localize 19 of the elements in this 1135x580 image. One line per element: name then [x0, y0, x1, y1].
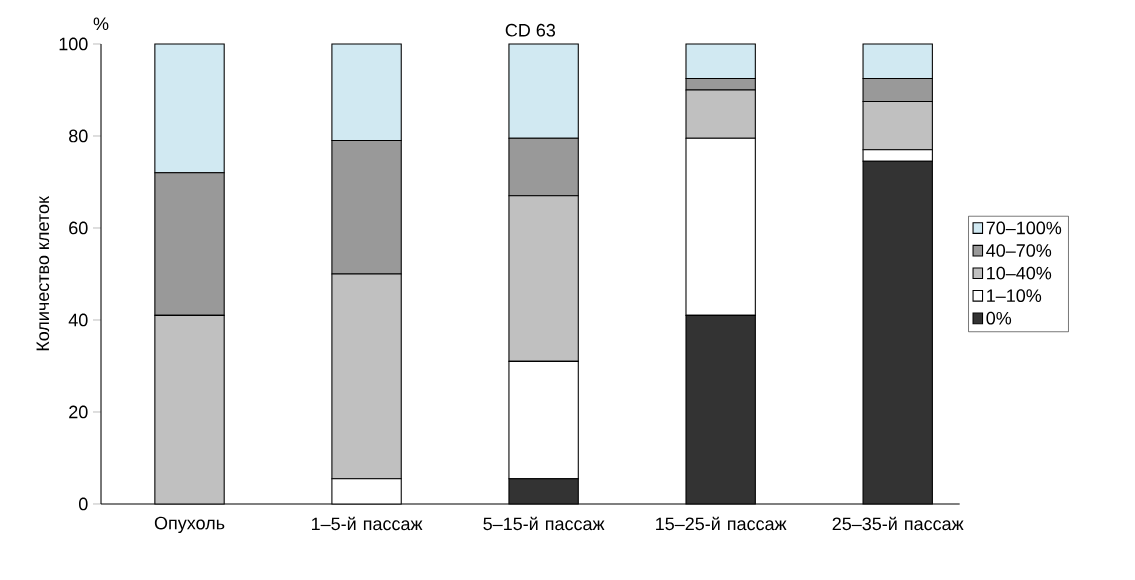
legend-label: 0%	[986, 311, 1012, 325]
x-tick-label: Опухоль	[154, 516, 225, 534]
legend-label: 10–40%	[987, 266, 1052, 280]
y-tick-label: 40	[68, 313, 88, 327]
legend-label: 40–70%	[986, 244, 1052, 257]
y-tick-label: 20	[69, 405, 88, 419]
y-tick-label: 60	[69, 221, 88, 235]
chart-title: CD 63	[505, 23, 556, 37]
y-tick-label: 100	[59, 37, 88, 51]
x-tick-label: 1–5-й пассаж	[312, 516, 423, 531]
legend-label: 1–10%	[987, 289, 1042, 303]
x-tick-label: 25–35-й пассаж	[832, 516, 964, 531]
x-tick-label: 5–15-й пассаж	[483, 516, 605, 531]
legend-label: 70–100%	[986, 221, 1062, 235]
y-tick-label: 80	[69, 129, 88, 143]
text: %	[93, 17, 109, 31]
y-axis-title: Количество клеток	[36, 196, 50, 351]
x-tick-label: 15–25-й пассаж	[656, 516, 787, 531]
y-tick-label: 0	[78, 497, 88, 511]
